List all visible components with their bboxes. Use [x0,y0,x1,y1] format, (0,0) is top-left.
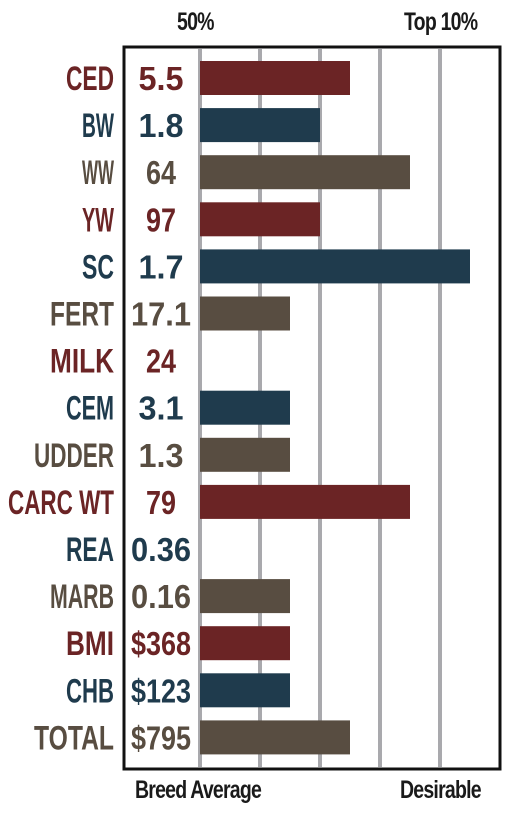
value-label-ww: 64 [146,154,177,191]
header-label-50: 50% [177,8,214,36]
header-label-top10: Top 10% [404,8,478,36]
bar-total [200,720,350,755]
trait-label-bmi: BMI [66,625,114,663]
trait-label-rea: REA [66,531,114,569]
bar-fert [200,296,290,331]
trait-label-total: TOTAL [34,719,114,757]
value-label-carc-wt: 79 [146,484,176,521]
bar-cem [200,390,290,425]
trait-label-fert: FERT [50,296,114,334]
trait-label-bw: BW [82,107,115,145]
bar-bw [200,108,320,143]
value-label-chb: $123 [131,672,191,709]
trait-label-ww: WW [82,154,114,192]
value-label-marb: 0.16 [131,578,191,615]
value-label-rea: 0.36 [131,531,191,568]
bar-bmi [200,626,290,661]
bar-ww [200,155,410,190]
trait-label-chb: CHB [66,672,114,710]
bar-sc [200,249,470,284]
bar-udder [200,437,290,472]
trait-label-ced: CED [66,60,114,98]
value-label-bw: 1.8 [139,107,184,144]
bar-marb [200,579,290,614]
value-label-cem: 3.1 [139,390,184,427]
bar-chb [200,673,290,708]
trait-label-udder: UDDER [34,437,114,475]
value-label-sc: 1.7 [139,248,184,285]
trait-label-carc-wt: CARC WT [8,484,114,522]
footer-label-breed-average: Breed Average [135,776,262,804]
chart-frame [122,45,502,771]
trait-label-marb: MARB [50,578,114,616]
footer-label-desirable: Desirable [400,776,482,804]
bar-yw [200,202,320,237]
bar-ced [200,61,350,95]
trait-label-yw: YW [82,201,115,239]
value-label-milk: 24 [146,343,177,380]
trait-label-milk: MILK [50,343,114,381]
trait-label-cem: CEM [66,390,114,428]
value-label-fert: 17.1 [131,296,191,333]
value-label-yw: 97 [146,201,176,238]
trait-label-sc: SC [82,248,114,286]
value-label-ced: 5.5 [139,60,184,97]
value-label-total: $795 [131,719,191,756]
bar-carc-wt [200,484,410,519]
value-label-udder: 1.3 [139,437,184,474]
value-label-bmi: $368 [131,625,191,662]
